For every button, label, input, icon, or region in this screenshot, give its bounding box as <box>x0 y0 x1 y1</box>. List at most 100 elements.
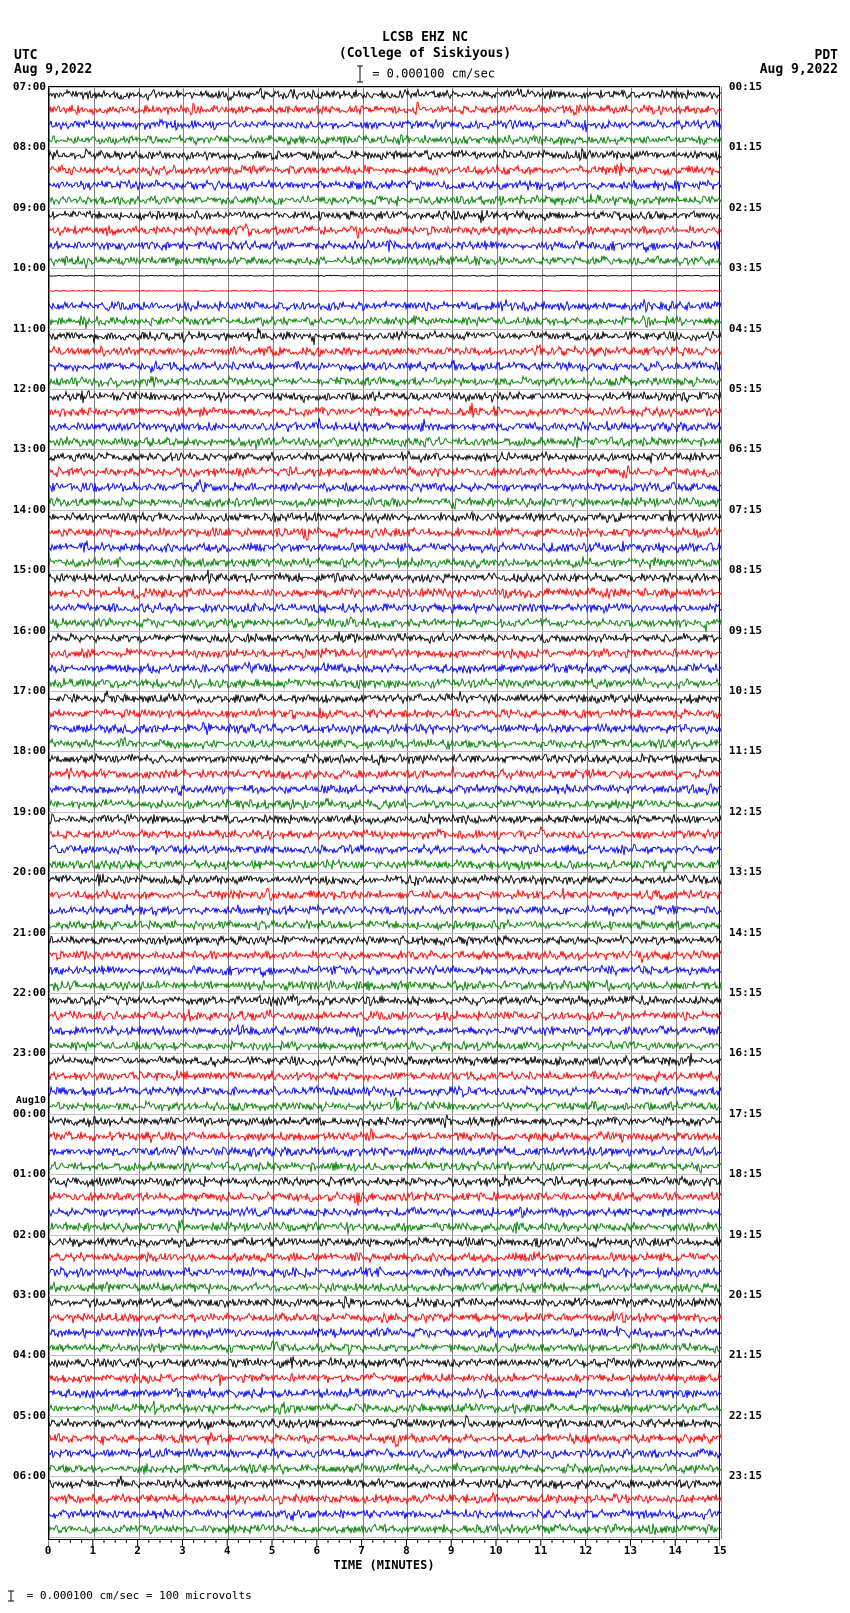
seismic-trace <box>49 88 721 100</box>
time-label-left: 14:00 <box>10 503 46 516</box>
seismic-trace <box>49 315 721 329</box>
seismic-trace <box>49 1252 721 1263</box>
time-label-left: 07:00 <box>10 80 46 93</box>
seismic-trace <box>49 814 721 825</box>
seismic-trace <box>49 1146 721 1157</box>
time-label-right: 08:15 <box>729 563 762 576</box>
seismic-trace <box>49 888 721 901</box>
seismic-trace <box>49 194 721 207</box>
seismic-trace <box>49 451 721 463</box>
seismic-trace <box>49 874 721 887</box>
seismic-trace <box>49 617 721 632</box>
time-label-left: 12:00 <box>10 382 46 395</box>
seismic-trace <box>49 1524 721 1535</box>
time-label-left: Aug10 <box>10 1095 46 1106</box>
time-label-right: 21:15 <box>729 1348 762 1361</box>
footer-scale: = 0.000100 cm/sec = 100 microvolts <box>6 1589 252 1603</box>
time-label-right: 15:15 <box>729 986 762 999</box>
seismic-trace <box>49 603 721 613</box>
time-label-left: 23:00 <box>10 1046 46 1059</box>
seismic-trace <box>49 766 721 780</box>
seismic-trace <box>49 120 721 133</box>
station-code: LCSB EHZ NC <box>0 30 850 45</box>
time-label-right: 10:15 <box>729 684 762 697</box>
time-label-left: 20:00 <box>10 865 46 878</box>
seismic-trace <box>49 210 721 223</box>
time-label-left: 21:00 <box>10 926 46 939</box>
seismic-trace <box>49 980 721 992</box>
time-label-right: 12:15 <box>729 805 762 818</box>
seismic-trace <box>49 527 721 540</box>
time-label-right: 07:15 <box>729 503 762 516</box>
seismic-trace <box>49 1267 721 1278</box>
time-label-left: 08:00 <box>10 140 46 153</box>
time-label-left: 06:00 <box>10 1469 46 1482</box>
seismic-trace <box>49 1086 721 1097</box>
time-label-left: 22:00 <box>10 986 46 999</box>
seismogram-plot <box>48 86 720 1540</box>
seismic-trace <box>49 1192 721 1206</box>
seismic-trace <box>49 935 721 946</box>
seismic-trace <box>49 1356 721 1368</box>
seismic-trace <box>49 1161 721 1173</box>
time-label-right: 02:15 <box>729 201 762 214</box>
seismic-trace <box>49 299 721 311</box>
time-label-left: 03:00 <box>10 1288 46 1301</box>
time-label-left: 11:00 <box>10 322 46 335</box>
seismic-trace <box>49 798 721 809</box>
time-label-left: 15:00 <box>10 563 46 576</box>
seismic-trace <box>49 1341 721 1355</box>
time-label-right: 04:15 <box>729 322 762 335</box>
time-label-right: 20:15 <box>729 1288 762 1301</box>
seismic-trace <box>49 275 721 276</box>
seismic-trace <box>49 345 721 356</box>
seismic-trace <box>49 1448 721 1458</box>
time-label-right: 13:15 <box>729 865 762 878</box>
time-label-right: 11:15 <box>729 744 762 757</box>
seismic-trace <box>49 1175 721 1187</box>
seismic-trace <box>49 149 721 161</box>
seismic-trace <box>49 1326 721 1338</box>
seismic-trace <box>49 1053 721 1067</box>
trace-canvas <box>49 87 721 1541</box>
seismic-trace <box>49 920 721 931</box>
seismic-trace <box>49 1297 721 1309</box>
seismic-trace <box>49 360 721 373</box>
station-location: (College of Siskiyous) <box>0 46 850 61</box>
seismic-trace <box>49 1476 721 1489</box>
seismic-trace <box>49 1041 721 1051</box>
seismic-trace <box>49 1387 721 1398</box>
seismic-trace <box>49 784 721 796</box>
seismic-trace <box>49 162 721 176</box>
seismic-trace <box>49 135 721 146</box>
seismic-trace <box>49 1070 721 1081</box>
seismic-trace <box>49 465 721 478</box>
time-label-left: 02:00 <box>10 1228 46 1241</box>
date-left: Aug 9,2022 <box>14 62 92 77</box>
time-label-left: 05:00 <box>10 1409 46 1422</box>
time-label-right: 09:15 <box>729 624 762 637</box>
seismic-trace <box>49 691 721 704</box>
seismic-trace <box>49 859 721 872</box>
seismic-trace <box>49 1009 721 1022</box>
time-label-right: 22:15 <box>729 1409 762 1422</box>
x-axis-label: TIME (MINUTES) <box>48 1558 720 1572</box>
scale-label: = 0.000100 cm/sec <box>372 67 495 81</box>
timezone-left: UTC <box>14 48 37 63</box>
time-label-left: 16:00 <box>10 624 46 637</box>
seismic-trace <box>49 418 721 432</box>
seismic-trace <box>49 497 721 509</box>
seismic-trace <box>49 375 721 388</box>
seismic-trace <box>49 1115 721 1128</box>
seismic-trace <box>49 224 721 239</box>
seismic-trace <box>49 541 721 554</box>
footer-text: = 0.000100 cm/sec = 100 microvolts <box>27 1589 252 1602</box>
seismic-trace <box>49 904 721 917</box>
seismic-trace <box>49 436 721 449</box>
time-label-left: 09:00 <box>10 201 46 214</box>
seismic-trace <box>49 587 721 599</box>
time-label-right: 06:15 <box>729 442 762 455</box>
time-label-left: 10:00 <box>10 261 46 274</box>
seismic-trace <box>49 844 721 855</box>
time-label-right: 14:15 <box>729 926 762 939</box>
